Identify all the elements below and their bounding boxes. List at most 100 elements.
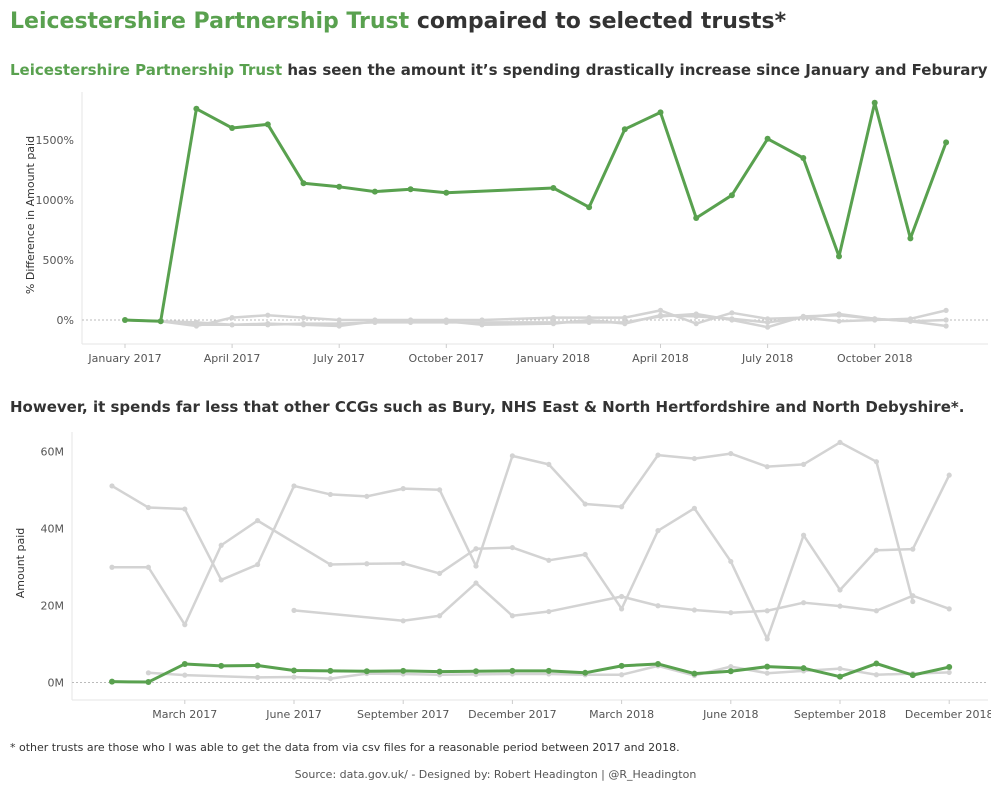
leicestershire-series-point (764, 663, 771, 670)
other-trust-series-3-point (691, 607, 698, 613)
other-trust-series-1-point (400, 486, 406, 492)
leicestershire-series-point (800, 665, 807, 672)
leicestershire-series-point (909, 672, 916, 679)
other-trust-series-3-point (943, 323, 949, 329)
page-title: Leicestershire Partnership Trust compair… (10, 9, 786, 34)
other-trust-series-3-point (550, 321, 557, 327)
other-trust-series-1-point (546, 461, 552, 467)
other-trust-series-4-point (764, 670, 770, 676)
other-trust-series-1-point (437, 487, 443, 493)
other-trust-series-2-point (109, 564, 115, 570)
other-trust-series-1-point (218, 577, 224, 583)
other-trust-series-3-point (229, 322, 235, 328)
other-trust-series-3-point (800, 315, 806, 321)
x-tick-label: June 2017 (265, 708, 321, 721)
leicestershire-series-point (291, 667, 297, 674)
x-tick-label: July 2018 (741, 352, 793, 365)
other-trust-series-4-point (327, 675, 333, 682)
other-trust-series-2-point (691, 505, 698, 511)
other-trust-series-2-point (509, 544, 515, 551)
other-trust-series-1-point (255, 561, 261, 568)
other-trust-series-2-point (836, 318, 842, 324)
leicestershire-series-point (836, 253, 842, 260)
leicestershire-series-point (728, 192, 735, 199)
other-trust-series-2-point (145, 564, 151, 570)
percent-difference-chart: 0% 500% 1000% 1500% January 2017 April 2017 Ju… (24, 92, 988, 365)
leicestershire-series-point (145, 679, 152, 686)
other-trust-series-1-point (943, 317, 949, 323)
other-trust-series-1-point (728, 450, 734, 457)
leicestershire-series-point (509, 667, 516, 674)
leicestershire-series-point (943, 139, 950, 146)
other-trust-series-4-point (255, 674, 261, 681)
chart1-subtitle-highlight: Leicestershire Partnership Trust (10, 61, 283, 79)
x-tick-label: March 2018 (589, 708, 654, 721)
y-tick-label: 20M (41, 599, 65, 612)
leicestershire-series-point (400, 667, 407, 674)
other-trust-series-2-point (582, 551, 588, 558)
other-trust-series-2-point (255, 518, 261, 524)
other-trust-series-1-point (327, 491, 333, 498)
other-trust-series-3-point (443, 318, 449, 324)
other-trust-series-1-point (801, 461, 807, 467)
other-trust-series-3-point (291, 607, 297, 613)
other-trust-series-1-point (873, 459, 880, 465)
other-trust-series-4-point (728, 664, 734, 670)
other-trust-series-2-point (619, 606, 625, 612)
other-trust-series-3-point (336, 323, 342, 329)
other-trust-series-3-point (910, 593, 916, 599)
chart1-subtitle: Leicestershire Partnership Trust has see… (10, 61, 991, 79)
other-trust-series-3-point (408, 318, 414, 324)
other-trust-series-3-point (873, 608, 880, 614)
other-trust-series-3-point (265, 321, 271, 327)
x-tick-label: April 2018 (632, 352, 689, 365)
other-trust-series-2-point (910, 546, 916, 552)
y-axis-title: Amount paid (14, 528, 27, 599)
other-trust-series-3-point (193, 322, 199, 328)
y-tick-label: 60M (41, 445, 65, 458)
other-trust-series-1-point (473, 563, 479, 569)
leicestershire-series-point (443, 189, 450, 196)
other-trust-series-2-point (229, 315, 235, 321)
title-highlight: Leicestershire Partnership Trust (10, 9, 410, 34)
leicestershire-series-point (327, 667, 334, 674)
leicestershire-series-point (363, 668, 370, 675)
other-trust-series-4-point (619, 672, 625, 678)
other-trust-series-3-point (657, 312, 664, 318)
leicestershire-series-point (586, 204, 593, 211)
leicestershire-series-point (193, 105, 200, 112)
leicestershire-series-line (110, 662, 951, 684)
other-trust-series-3-point (801, 600, 807, 606)
other-trust-series-2-point (336, 317, 342, 323)
other-trust-series-3-point (473, 580, 479, 586)
other-trust-series-2-point (765, 316, 771, 322)
other-trust-series-1-point (910, 598, 916, 605)
leicestershire-series-point (218, 662, 225, 669)
other-trust-series-1-point (182, 506, 188, 512)
leicestershire-series-point (693, 215, 700, 221)
leicestershire-series-point (655, 660, 661, 667)
x-tick-label: October 2018 (837, 352, 913, 365)
other-trust-series-1-point (691, 455, 698, 462)
other-trust-series-2-point (437, 570, 443, 577)
other-trust-series-3-point (586, 317, 592, 323)
leicestershire-series-point (436, 668, 443, 675)
x-tick-label: January 2018 (516, 352, 590, 365)
x-tick-label: December 2017 (468, 708, 557, 721)
other-trust-series-1-point (145, 504, 151, 511)
leicestershire-series-point (109, 678, 115, 685)
title-rest: compaired to selected trusts* (409, 9, 787, 34)
y-tick-label: 0M (48, 676, 65, 689)
x-tick-label: September 2018 (794, 708, 886, 721)
leicestershire-series-point (254, 662, 261, 669)
other-trust-series-2-point (400, 560, 406, 566)
chart1-subtitle-rest: has seen the amount it’s spending drasti… (282, 61, 991, 79)
other-trust-series-3-point (729, 316, 735, 322)
leicestershire-series-point (621, 126, 628, 133)
x-tick-label: September 2017 (357, 708, 449, 721)
other-trust-series-1-line (110, 441, 915, 603)
other-trust-series-2-point (265, 312, 271, 318)
x-tick-label: January 2017 (87, 352, 161, 365)
other-trust-series-3-point (622, 321, 628, 327)
leicestershire-series-point (407, 186, 414, 193)
